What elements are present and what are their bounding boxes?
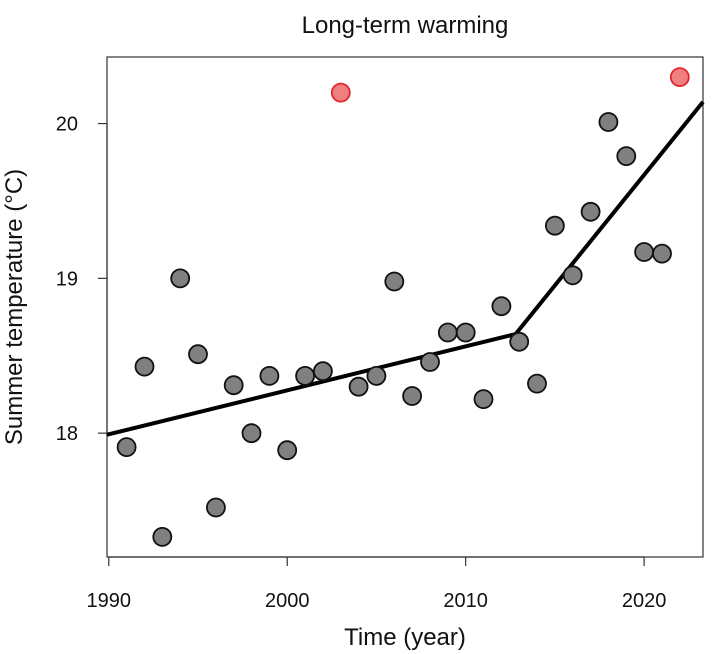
- x-axis: 1990 2000 2010 2020: [87, 556, 667, 612]
- data-point: [259, 365, 280, 386]
- data-point: [545, 215, 565, 236]
- x-axis-label: Time (year): [344, 624, 466, 651]
- data-point: [634, 242, 654, 262]
- x-tick-label: 2000: [265, 590, 310, 612]
- plot-frame: [106, 56, 704, 558]
- data-point: [402, 386, 423, 406]
- data-point: [134, 356, 155, 377]
- y-axis-label: Summer temperature (°C): [1, 169, 28, 445]
- data-point: [652, 243, 672, 264]
- y-tick-label: 19: [56, 268, 78, 290]
- data-point: [295, 365, 316, 386]
- data-point: [366, 365, 387, 386]
- data-point: [509, 331, 530, 352]
- data-point: [277, 440, 298, 461]
- x-tick-label: 2010: [443, 590, 488, 612]
- highlighted-point: [669, 67, 690, 87]
- data-point: [437, 322, 458, 343]
- data-point: [384, 271, 405, 292]
- data-point: [170, 268, 191, 289]
- y-tick-label: 18: [56, 423, 78, 445]
- data-point: [188, 344, 208, 365]
- data-point: [152, 527, 173, 547]
- x-tick-label: 2020: [622, 590, 667, 612]
- data-points: [116, 67, 690, 547]
- data-point: [455, 322, 476, 343]
- data-point: [420, 352, 440, 372]
- data-point: [116, 437, 137, 458]
- chart-title: Long-term warming: [302, 12, 509, 39]
- data-point: [616, 146, 637, 167]
- trend-line-group: [106, 100, 705, 437]
- data-point: [598, 112, 619, 132]
- data-point: [580, 201, 601, 222]
- data-point: [241, 423, 262, 444]
- data-point: [491, 296, 512, 317]
- y-tick-label: 20: [56, 114, 78, 136]
- data-point: [473, 389, 494, 410]
- data-point: [312, 361, 333, 382]
- trend-line: [106, 100, 705, 437]
- data-point: [562, 265, 583, 286]
- data-point: [348, 376, 369, 397]
- x-tick-label: 1990: [87, 590, 132, 612]
- highlighted-point: [330, 82, 351, 103]
- data-point: [205, 497, 226, 518]
- data-point: [223, 375, 244, 396]
- y-axis: 18 19 20: [56, 114, 108, 445]
- data-point: [527, 373, 547, 394]
